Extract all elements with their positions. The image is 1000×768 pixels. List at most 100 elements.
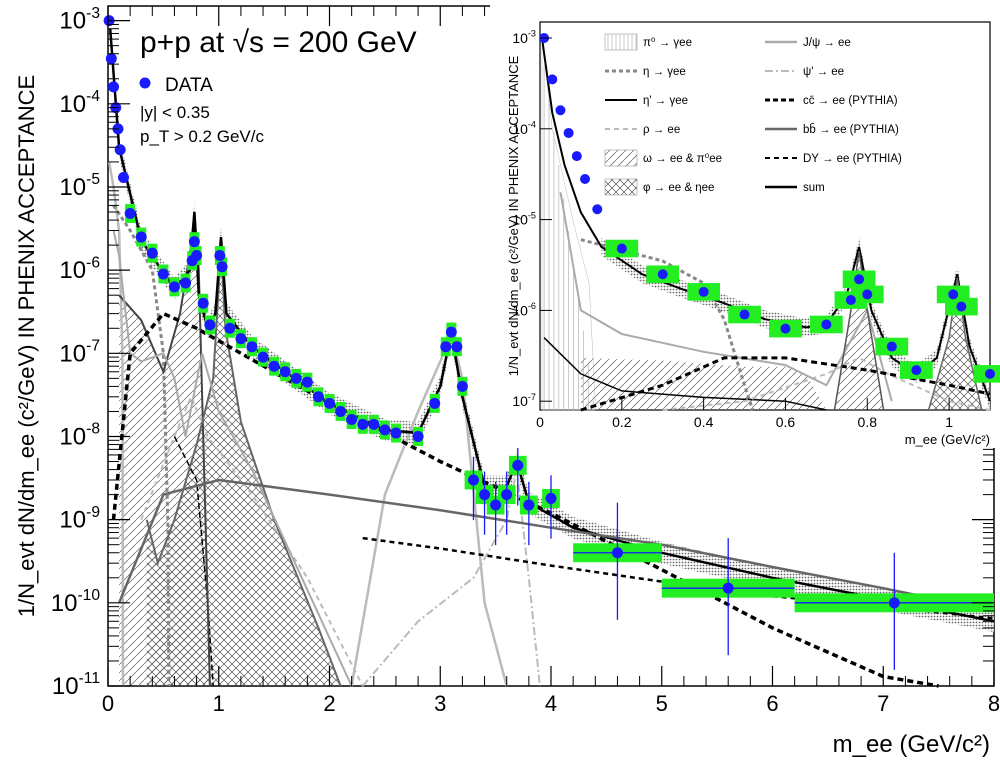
inset-legend-label: DY → ee (PYTHIA)	[803, 153, 902, 165]
inset-omega-curve	[833, 250, 885, 411]
inset-data-point	[555, 105, 566, 116]
inset-legend-entry: cc̄ → ee (PYTHIA)	[765, 95, 898, 107]
data-point	[216, 261, 228, 273]
inset-data-points	[539, 32, 995, 379]
pi0-curve	[107, 161, 125, 687]
data-point	[490, 499, 502, 511]
inset-plot: 0 0.2 0.4 0.6 0.8 1 10-7 10-6 10-5 10-4 10-3 π⁰ → …	[490, 4, 1000, 448]
inset-data-point	[657, 269, 668, 280]
inset-legend-label: ω → ee & π⁰ee	[643, 153, 722, 165]
jpsi-curve	[350, 330, 508, 687]
data-point	[467, 474, 479, 486]
x-tick-label: 0	[102, 691, 114, 716]
data-point	[451, 341, 463, 353]
inset-x-axis-label: m_ee (GeV/c²)	[905, 432, 990, 447]
inset-pi0-fill	[541, 37, 596, 411]
data-point	[224, 322, 236, 334]
data-point	[279, 366, 291, 378]
inset-legend-label: ψ' → ee	[803, 66, 844, 78]
inset-data-point	[956, 301, 967, 312]
legend-swatch	[604, 178, 638, 196]
inset-x-tick-label: 1	[945, 414, 953, 430]
y-tick-label: 10-10	[51, 587, 101, 617]
etaprime-curve	[173, 436, 214, 687]
data-point	[611, 547, 623, 559]
inset-data-point	[845, 295, 856, 306]
inset-y-axis-label: 1/N_evt dN/dm_ee (c²/GeV) IN PHENIX ACCE…	[506, 55, 521, 376]
data-point	[114, 144, 126, 156]
inset-phi-curve	[927, 277, 983, 411]
inset-legend-label: π⁰ → γee	[643, 37, 692, 49]
inset-data-point	[616, 243, 627, 254]
data-point	[246, 341, 258, 353]
inset-data-point	[698, 286, 709, 297]
inset-data-point	[911, 365, 922, 376]
inset-x-tick-label: 0.8	[858, 414, 878, 430]
x-tick-label: 7	[877, 691, 889, 716]
data-point	[235, 333, 247, 345]
inset-data-point	[985, 368, 995, 379]
inset-legend-entry: π⁰ → γee	[604, 33, 692, 51]
x-tick-label: 3	[434, 691, 446, 716]
inset-data-point	[821, 319, 832, 330]
data-point	[390, 427, 402, 439]
inset-legend-label: cc̄ → ee (PYTHIA)	[803, 95, 898, 107]
data-point	[440, 341, 452, 353]
inset-data-point	[571, 151, 582, 162]
data-point	[445, 326, 457, 338]
y-tick-label: 10-7	[59, 338, 100, 368]
data-point	[257, 351, 269, 363]
inset-legend-label: sum	[803, 182, 825, 194]
inset-legend-entry: φ → ee & ηee	[604, 178, 714, 196]
data-point	[168, 281, 180, 293]
x-tick-label: 5	[656, 691, 668, 716]
data-point	[146, 247, 158, 259]
inset-legend-entry: J/ψ → ee	[765, 37, 851, 49]
data-point	[204, 319, 216, 331]
x-tick-label: 6	[766, 691, 778, 716]
data-point	[429, 397, 441, 409]
inset-legend-entry: ω → ee & π⁰ee	[604, 149, 722, 167]
inset-legend-label: η → γee	[643, 66, 686, 78]
data-point	[312, 391, 324, 403]
data-point	[157, 268, 169, 280]
main-title: p+p at √s = 200 GeV	[140, 26, 417, 59]
data-point	[357, 418, 369, 430]
data-point	[368, 418, 380, 430]
data-point	[479, 489, 491, 501]
psiprime-curve	[361, 469, 541, 687]
inset-legend-entry: η' → γee	[605, 95, 688, 107]
inset-legend: π⁰ → γee η → γee η' → γee ρ → ee ω → ee & π⁰…	[604, 33, 902, 196]
data-point	[324, 397, 335, 409]
inset-legend-entry: ψ' → ee	[765, 66, 844, 78]
inset-data-point	[854, 274, 865, 285]
annotation-pt: p_T > 0.2 GeV/c	[140, 127, 264, 146]
inset-legend-entry: DY → ee (PYTHIA)	[765, 153, 902, 165]
inset-y-tick-label: 10-5	[512, 210, 536, 227]
x-tick-label: 4	[545, 691, 557, 716]
inset-legend-entry: bb̄ → ee (PYTHIA)	[765, 123, 899, 136]
legend-data-label: DATA	[165, 75, 213, 96]
y-tick-label: 10-8	[59, 421, 100, 451]
inset-data-point	[739, 309, 750, 320]
data-point	[105, 53, 117, 65]
low-mass-gray-curve	[112, 230, 353, 687]
data-point	[301, 376, 313, 388]
inset-data-point	[580, 173, 590, 184]
inset-legend-entry: sum	[765, 182, 825, 194]
data-point	[412, 430, 424, 442]
data-point	[108, 81, 120, 93]
data-point	[180, 277, 192, 289]
data-point	[501, 489, 513, 501]
main-y-axis-label: 1/N_evt dN/dm_ee (c²/GeV) IN PHENIX ACCE…	[14, 75, 39, 617]
data-point	[214, 250, 226, 262]
data-point	[118, 172, 130, 184]
inset-x-tick-label: 0	[536, 414, 544, 430]
data-point	[888, 597, 900, 609]
inset-x-tick-label: 0.6	[776, 414, 796, 430]
inset-data-point	[886, 341, 897, 352]
inset-eta-curve	[580, 238, 755, 411]
data-point	[346, 414, 358, 426]
inset-legend-label: η' → γee	[643, 95, 688, 107]
data-point	[545, 492, 557, 504]
